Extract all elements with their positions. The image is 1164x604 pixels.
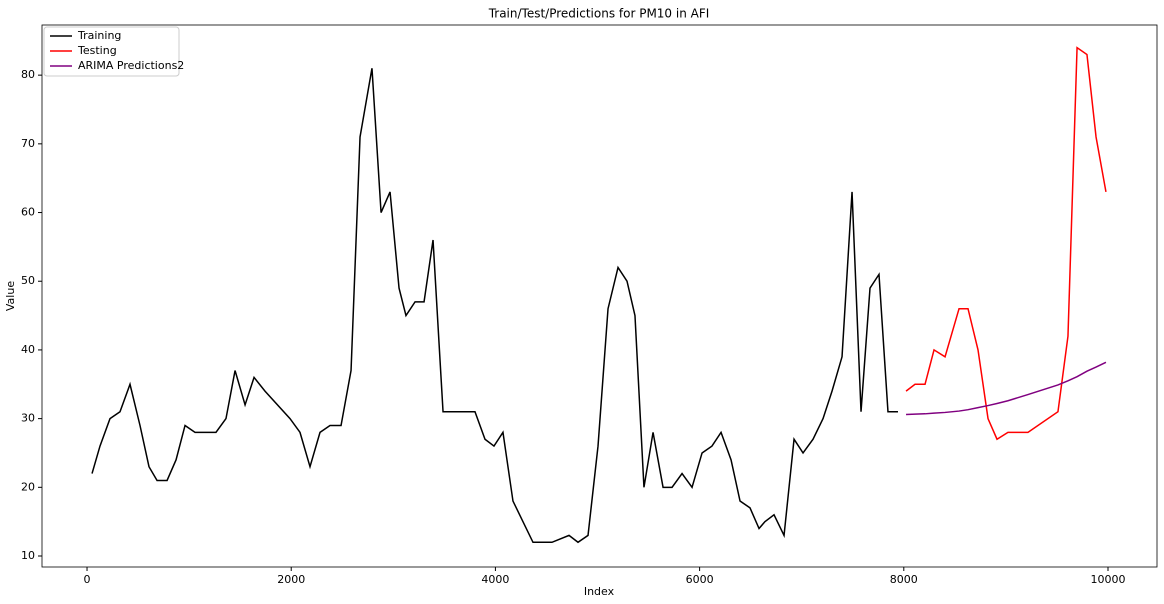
legend-label: Testing [77,44,117,57]
legend-label: Training [77,29,121,42]
y-tick-label: 10 [21,549,35,562]
y-tick-label: 80 [21,68,35,81]
y-tick-label: 70 [21,137,35,150]
x-tick-label: 6000 [686,573,714,586]
x-tick-label: 4000 [481,573,509,586]
chart-title: Train/Test/Predictions for PM10 in AFI [488,7,710,21]
y-tick-label: 40 [21,343,35,356]
plot-frame [41,24,1158,568]
y-tick-label: 20 [21,480,35,493]
series-line [906,361,1107,416]
x-tick-label: 10000 [1090,573,1125,586]
y-tick-label: 60 [21,206,35,219]
y-axis-label: Value [4,281,17,311]
x-tick-label: 2000 [277,573,305,586]
y-tick-label: 30 [21,412,35,425]
legend-label: ARIMA Predictions2 [78,59,184,72]
legend-box [43,26,180,77]
y-tick-label: 50 [21,274,35,287]
series-line [905,46,1107,441]
series-line [91,68,898,544]
x-tick-label: 0 [84,573,91,586]
x-axis-label: Index [584,585,615,598]
x-tick-label: 8000 [890,573,918,586]
